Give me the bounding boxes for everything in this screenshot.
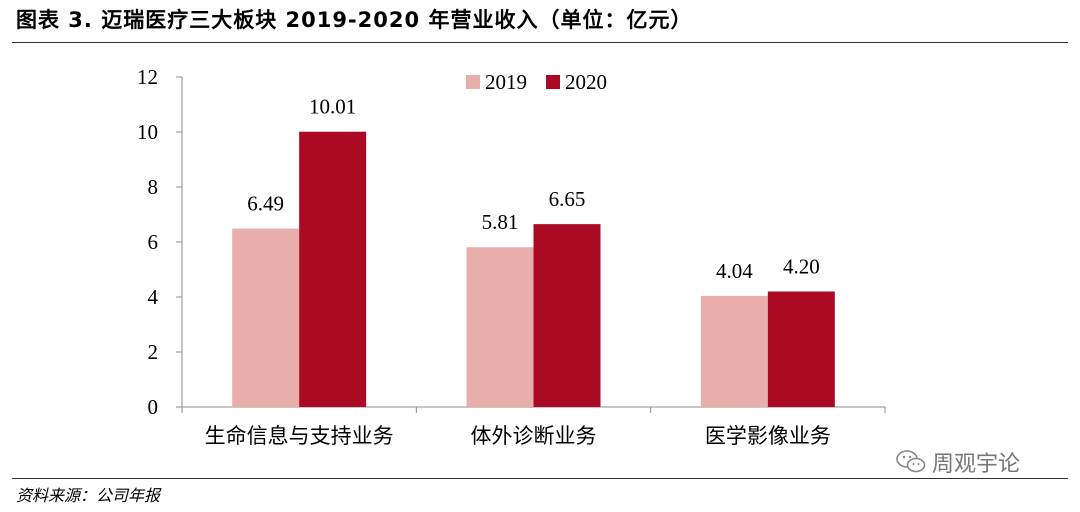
bar-2020-0 — [299, 131, 367, 407]
y-tick-label-1: 2 — [148, 340, 159, 364]
legend-label-2020: 2020 — [565, 70, 607, 94]
y-tick-label-2: 4 — [148, 285, 159, 309]
x-category-label-0: 生命信息与支持业务 — [205, 424, 394, 448]
bar-2019-1 — [466, 247, 534, 407]
top-rule — [12, 42, 1068, 43]
y-tick-label-6: 12 — [137, 65, 158, 89]
data-label-2019-2: 4.04 — [716, 259, 753, 283]
watermark: 周观宇论 — [896, 446, 1020, 478]
x-category-label-1: 体外诊断业务 — [471, 424, 597, 448]
watermark-text: 周观宇论 — [932, 452, 1021, 477]
legend-label-2019: 2019 — [485, 70, 527, 94]
y-tick-label-0: 0 — [148, 395, 159, 419]
bars — [232, 131, 835, 407]
source-note: 资料来源：公司年报 — [16, 486, 161, 505]
data-label-2020-2: 4.20 — [783, 255, 820, 279]
bar-2020-1 — [533, 224, 601, 407]
bar-2020-2 — [767, 291, 835, 407]
data-label-2020-0: 10.01 — [309, 95, 356, 119]
x-category-label-2: 医学影像业务 — [705, 424, 831, 448]
wechat-icon — [896, 450, 926, 473]
y-tick-label-5: 10 — [137, 120, 158, 144]
figure-title: 图表 3. 迈瑞医疗三大板块 2019-2020 年营业收入（单位：亿元） — [16, 8, 693, 32]
legend-swatch-2020 — [546, 75, 560, 89]
legend-swatch-2019 — [466, 75, 480, 89]
data-label-2020-1: 6.65 — [549, 187, 586, 211]
data-label-2019-0: 6.49 — [247, 192, 284, 216]
legend: 2019 2020 — [466, 70, 607, 94]
bar-2019-2 — [700, 295, 768, 407]
bar-2019-0 — [232, 228, 300, 407]
data-labels: 6.49 10.01 5.81 6.65 4.04 4.20 — [247, 95, 819, 283]
y-tick-label-4: 8 — [148, 175, 159, 199]
data-label-2019-1: 5.81 — [482, 210, 519, 234]
y-tick-label-3: 6 — [148, 230, 159, 254]
bottom-rule — [12, 478, 1068, 479]
